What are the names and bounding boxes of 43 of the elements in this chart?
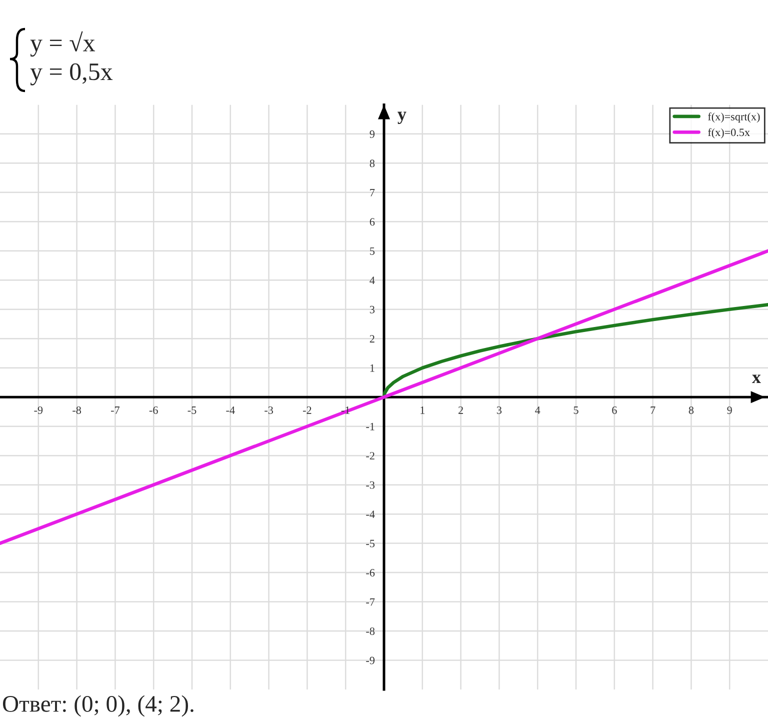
text: Ответ: (0; 0), (4; 2).	[2, 695, 194, 717]
y-tick-label: 6	[370, 218, 375, 226]
y-tick-label: -1	[366, 422, 374, 430]
x-tick-label: 5	[574, 406, 578, 414]
x-tick-label: -6	[149, 406, 158, 414]
x-tick-label: -9	[34, 406, 43, 414]
x-tick-label: -8	[72, 406, 82, 414]
y-tick-label: -7	[366, 598, 375, 606]
y-tick-label: -2	[366, 452, 374, 460]
legend-label: f(x)=sqrt(x)	[708, 112, 760, 123]
y-tick-label: 1	[370, 364, 374, 372]
y-tick-label: -5	[366, 540, 375, 548]
x-tick-label: 1	[420, 406, 425, 414]
x-tick-label: -7	[110, 406, 120, 414]
x-axis-title: x	[752, 374, 761, 384]
y-tick-label: 9	[370, 130, 375, 138]
y-tick-label: 2	[370, 335, 374, 342]
y-tick-label: 5	[370, 247, 375, 255]
y-tick-label: 7	[370, 188, 375, 196]
x-tick-label: 7	[650, 406, 656, 414]
y-tick-label: 4	[370, 276, 375, 284]
y-tick-label: -4	[366, 510, 375, 518]
y-tick-label: 8	[370, 160, 375, 168]
x-tick-label: -2	[302, 406, 312, 414]
x-tick-label: 3	[496, 406, 502, 414]
y-tick-label: -8	[366, 627, 375, 635]
y-tick-label: -3	[366, 481, 375, 489]
x-tick-label: -3	[264, 406, 273, 414]
y-tick-label: -9	[366, 656, 375, 664]
x-tick-label: 4	[535, 406, 540, 414]
x-tick-label: -4	[226, 406, 235, 414]
legend-label: f(x)=0.5x	[708, 128, 750, 138]
chart-title: y = √x	[30, 31, 96, 57]
line-series	[382, 303, 768, 399]
x-tick-label: 6	[612, 406, 617, 414]
x-tick-label: 9	[727, 406, 732, 414]
y-tick-label: 3	[370, 306, 375, 314]
y-axis-title: y	[398, 112, 406, 124]
chart-subtitle: y = 0,5x	[30, 63, 113, 86]
y-tick-label: -6	[366, 569, 375, 577]
x-tick-label: -5	[188, 406, 196, 414]
x-tick-label: 2	[458, 406, 463, 414]
x-tick-label: 8	[688, 406, 694, 414]
